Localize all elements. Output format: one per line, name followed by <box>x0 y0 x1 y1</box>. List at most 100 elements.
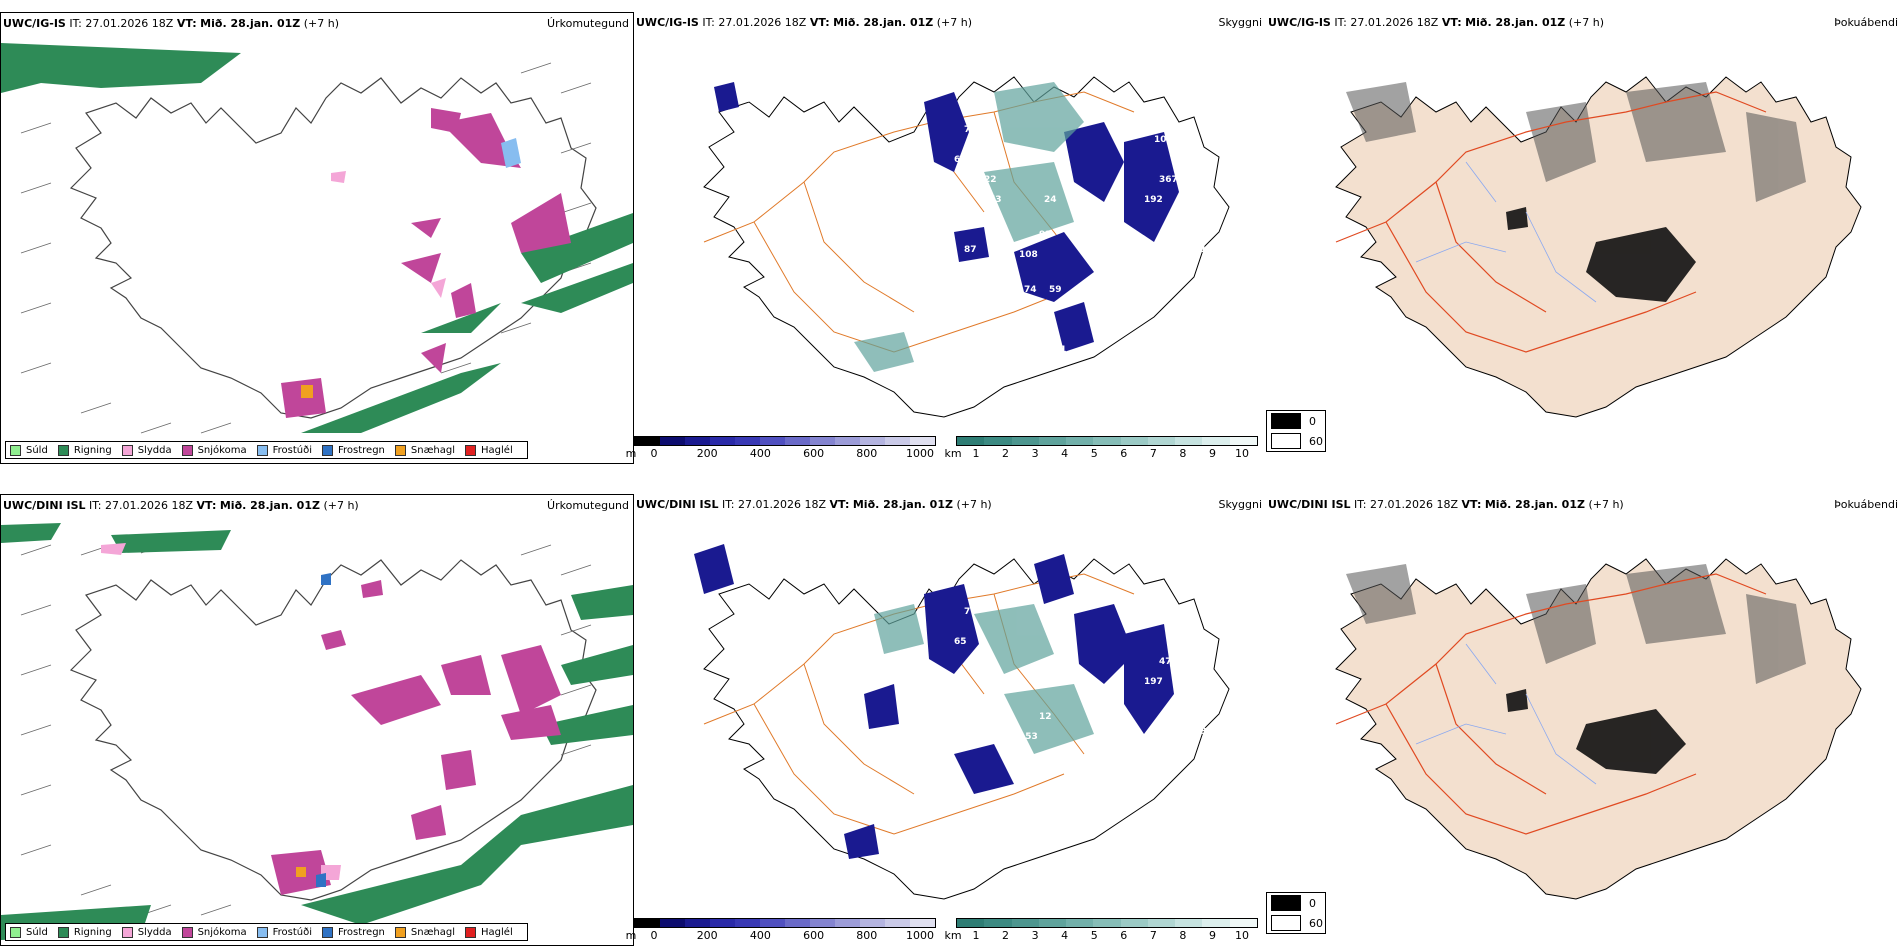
visibility-value-label: 59 <box>1049 285 1062 295</box>
legend-swatch <box>322 444 333 456</box>
visibility-header-top: UWC/IG-IS IT: 27.01.2026 18Z VT: Mið. 28… <box>636 16 973 29</box>
scale-tick: 0 <box>650 929 658 942</box>
visibility-value-label: 6 <box>1104 807 1110 817</box>
visibility-value-label: 19 <box>1154 617 1167 627</box>
visibility-value-label: 192 <box>1144 195 1163 205</box>
fog-legend-label: 60 <box>1309 916 1323 930</box>
fog-dense <box>1506 207 1696 302</box>
legend-item: Súld <box>10 444 48 456</box>
scale-tick: 2 <box>1002 447 1010 460</box>
scale-unit: km <box>944 929 962 942</box>
visibility-value-label: 22 <box>984 175 997 185</box>
legend-item: Súld <box>10 926 48 938</box>
legend-item: Snjókoma <box>181 444 247 456</box>
scale-tick: 6 <box>1120 447 1128 460</box>
visibility-value-label: 93 <box>1039 230 1052 240</box>
visibility-colorbar: 1 2 3 4 5 6 7 8 9 10 km <box>944 436 1258 460</box>
visibility-value-label: 41 <box>1154 250 1167 260</box>
legend-item: Frostregn <box>322 926 385 938</box>
visibility-colorbar: 1 2 3 4 5 6 7 8 9 10 km <box>944 918 1258 942</box>
legend-label: Frostúði <box>272 444 312 456</box>
fog-panel-bottom: UWC/DINI ISL IT: 27.01.2026 18Z VT: Mið.… <box>1266 494 1900 946</box>
precip-map-top <box>1 43 633 434</box>
panel-title: Úrkomutegund <box>547 17 629 30</box>
scale-tick: 400 <box>749 447 771 460</box>
legend-swatch <box>10 444 21 456</box>
visibility-value-label: 74 <box>1024 285 1037 295</box>
legend-label: Haglél <box>481 926 513 938</box>
visibility-value-label: 87 <box>1204 752 1217 762</box>
legend-swatch <box>465 926 477 938</box>
visibility-value-label: 13 <box>1114 827 1127 837</box>
scale-unit: km <box>944 447 962 460</box>
precip-header-bottom: UWC/DINI ISL IT: 27.01.2026 18Z VT: Mið.… <box>3 499 359 512</box>
precip-panel-bottom: UWC/DINI ISL IT: 27.01.2026 18Z VT: Mið.… <box>0 494 634 946</box>
fog-gray <box>1346 82 1806 202</box>
visibility-value-label: 65 <box>1189 200 1202 210</box>
legend-swatch <box>121 444 133 456</box>
legend-label: Slydda <box>137 444 172 456</box>
legend-item: Haglél <box>465 926 513 938</box>
legend-swatch <box>181 444 193 456</box>
visibility-value-label: 88 <box>1179 747 1192 757</box>
fog-legend-row: 0 <box>1267 411 1325 431</box>
scale-tick: 7 <box>1149 929 1157 942</box>
legend-label: Slydda <box>137 926 172 938</box>
scale-tick: 0 <box>650 447 658 460</box>
visibility-map-bottom: 7567765829374111215319794719769378111658… <box>694 544 1230 900</box>
visibility-header-bottom: UWC/DINI ISL IT: 27.01.2026 18Z VT: Mið.… <box>636 498 992 511</box>
panel-title: Skyggni <box>1218 16 1262 29</box>
ceiling-colorbar: 0 200 400 600 800 1000 m <box>626 918 936 942</box>
legend-swatch <box>256 444 268 456</box>
fog-rivers <box>1415 161 1597 303</box>
visibility-value-label: 80 <box>934 265 947 275</box>
visibility-value-label: 79 <box>1174 637 1187 647</box>
legend-label: Snjókoma <box>197 926 247 938</box>
model-name: UWC/IG-IS <box>3 17 66 30</box>
sleet-areas <box>331 171 446 298</box>
visibility-value-label: 43 <box>1189 180 1202 190</box>
legend-item: Slydda <box>121 444 172 456</box>
scale-tick: 6 <box>1120 929 1128 942</box>
visibility-value-label: 65 <box>954 637 967 647</box>
snow-pellets <box>301 385 313 398</box>
scale-tick: 800 <box>856 447 878 460</box>
panel-title: Skyggni <box>1218 498 1262 511</box>
visibility-value-label: 787 <box>969 220 988 230</box>
visibility-value-label: 37 <box>1189 682 1202 692</box>
fog-legend-label: 0 <box>1309 896 1316 910</box>
visibility-value-label: 77 <box>964 607 977 617</box>
visibility-value-label: 113 <box>1174 155 1193 165</box>
scale-tick: 10 <box>1235 929 1249 942</box>
fog-legend-top: 0 60 <box>1266 410 1326 452</box>
visibility-value-label: 81 <box>1209 692 1222 702</box>
visibility-value-label: 69 <box>734 115 747 125</box>
legend-swatch <box>394 926 406 938</box>
reduced-visibility <box>854 82 1084 372</box>
fog-legend-row: 60 <box>1267 431 1325 451</box>
scale-unit: m <box>625 447 637 460</box>
visibility-value-label: 116 <box>1189 707 1208 717</box>
visibility-value-label: 197 <box>1144 677 1163 687</box>
visibility-value-label: 153 <box>1019 732 1038 742</box>
freezing-drizzle <box>501 138 521 168</box>
visibility-value-label: 24 <box>1044 195 1057 205</box>
visibility-value-label: 68 <box>1154 732 1167 742</box>
scale-tick: 1 <box>972 929 980 942</box>
legend-swatch <box>121 926 133 938</box>
scale-tick: 10 <box>1235 447 1249 460</box>
visibility-value-label: 84 <box>934 747 947 757</box>
fog-legend-bottom: 0 60 <box>1266 892 1326 934</box>
fog-map-bottom <box>1335 558 1862 900</box>
visibility-value-label: 367 <box>1159 175 1178 185</box>
legend-item: Haglél <box>465 444 513 456</box>
visibility-value-label: 2 <box>714 255 720 265</box>
scale-tick: 800 <box>856 929 878 942</box>
scale-tick: 200 <box>696 447 718 460</box>
visibility-value-label: 75 <box>964 727 977 737</box>
fog-map-top <box>1335 76 1862 418</box>
legend-item: Slydda <box>121 926 172 938</box>
legend-swatch <box>57 444 69 456</box>
